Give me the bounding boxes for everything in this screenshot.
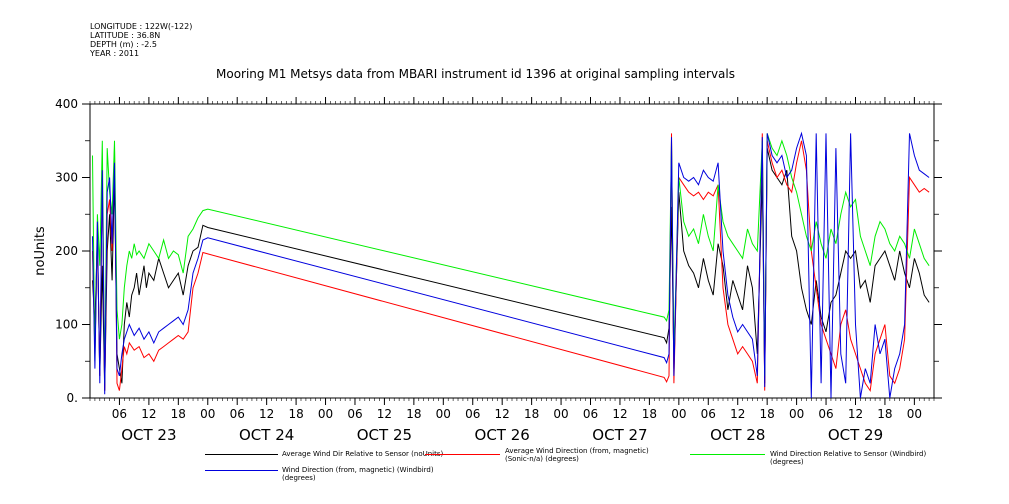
- x-tick-label: 18: [288, 407, 303, 421]
- x-tick-label: 06: [818, 407, 833, 421]
- longitude-text: LONGITUDE : 122W(-122): [90, 22, 193, 31]
- series-line-4: [92, 131, 930, 399]
- x-tick-label: 12: [612, 407, 627, 421]
- y-tick-label: 300: [55, 171, 78, 185]
- x-tick-label: 06: [701, 407, 716, 421]
- metadata-block: LONGITUDE : 122W(-122) LATITUDE : 36.8N …: [90, 22, 192, 58]
- x-tick-label: 18: [760, 407, 775, 421]
- legend-swatch-2: [425, 454, 500, 455]
- x-tick-label: 18: [171, 407, 186, 421]
- x-tick-label: 12: [259, 407, 274, 421]
- x-tick-label: 18: [877, 407, 892, 421]
- x-tick-label: 18: [406, 407, 421, 421]
- series-line-2: [92, 133, 930, 392]
- x-tick-label: 00: [671, 407, 686, 421]
- plot-frame: [89, 103, 935, 399]
- legend-swatch-1: [205, 454, 278, 455]
- depth-text: DEPTH (m) : -2.5: [90, 40, 157, 49]
- x-tick-label: 12: [848, 407, 863, 421]
- series-line-1: [92, 147, 930, 391]
- x-tick-label: 12: [377, 407, 392, 421]
- legend-label-2: Average Wind Direction (from, magnetic) …: [505, 447, 649, 463]
- x-tick-label: 00: [318, 407, 333, 421]
- chart-title: Mooring M1 Metsys data from MBARI instru…: [216, 67, 735, 81]
- day-label: OCT 26: [475, 426, 530, 444]
- y-tick-label: 200: [55, 244, 78, 258]
- x-tick-label: 12: [730, 407, 745, 421]
- x-tick-label: 06: [347, 407, 362, 421]
- day-label: OCT 29: [828, 426, 883, 444]
- legend-label-4: Wind Direction (from, magnetic) (Windbir…: [282, 466, 434, 482]
- x-tick-label: 00: [436, 407, 451, 421]
- day-label: OCT 25: [357, 426, 412, 444]
- series-line-3: [92, 133, 930, 384]
- legend-swatch-3: [690, 454, 765, 455]
- y-axis-label: noUnits: [33, 226, 48, 276]
- x-tick-label: 00: [553, 407, 568, 421]
- y-tick-label: 100: [55, 318, 78, 332]
- day-label: OCT 24: [239, 426, 294, 444]
- year-text: YEAR : 2011: [90, 49, 140, 58]
- x-tick-label: 06: [583, 407, 598, 421]
- x-tick-label: 00: [789, 407, 804, 421]
- x-tick-label: 06: [465, 407, 480, 421]
- legend-label-3: Wind Direction Relative to Sensor (Windb…: [770, 450, 927, 466]
- y-tick-label: 0.: [67, 391, 78, 405]
- legend-label-1: Average Wind Dir Relative to Sensor (noU…: [282, 450, 444, 458]
- x-tick-label: 06: [230, 407, 245, 421]
- y-tick-label: 400: [55, 97, 78, 111]
- x-tick-label: 06: [112, 407, 127, 421]
- x-tick-label: 18: [524, 407, 539, 421]
- day-label: OCT 27: [592, 426, 647, 444]
- latitude-text: LATITUDE : 36.8N: [90, 31, 161, 40]
- day-label: OCT 28: [710, 426, 765, 444]
- x-tick-label: 18: [642, 407, 657, 421]
- day-label: OCT 23: [121, 426, 176, 444]
- x-tick-label: 12: [141, 407, 156, 421]
- x-tick-label: 00: [200, 407, 215, 421]
- legend-swatch-4: [205, 470, 278, 471]
- x-tick-label: 00: [907, 407, 922, 421]
- x-tick-label: 12: [495, 407, 510, 421]
